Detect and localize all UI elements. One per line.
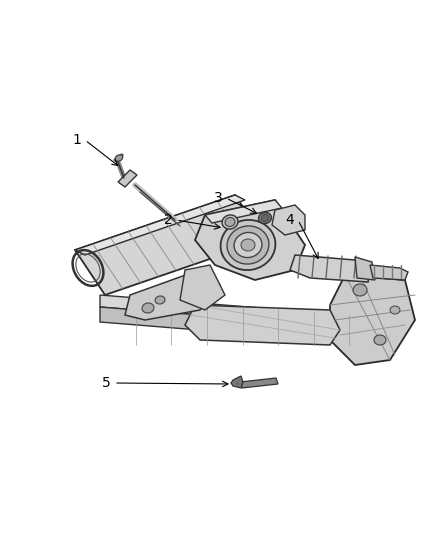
- Polygon shape: [205, 200, 282, 223]
- Polygon shape: [222, 225, 270, 260]
- Ellipse shape: [115, 155, 123, 161]
- Polygon shape: [240, 378, 278, 388]
- Ellipse shape: [353, 284, 367, 296]
- Polygon shape: [272, 205, 305, 235]
- Polygon shape: [75, 195, 265, 295]
- Text: 1: 1: [73, 133, 81, 147]
- Ellipse shape: [241, 239, 255, 251]
- Text: 4: 4: [286, 213, 294, 227]
- Ellipse shape: [155, 296, 165, 304]
- Text: 5: 5: [102, 376, 110, 390]
- Polygon shape: [100, 307, 385, 345]
- Polygon shape: [355, 257, 375, 280]
- Polygon shape: [340, 265, 405, 280]
- Ellipse shape: [258, 213, 272, 223]
- Polygon shape: [180, 265, 225, 310]
- Ellipse shape: [234, 232, 262, 257]
- Polygon shape: [290, 255, 370, 282]
- Text: 2: 2: [164, 213, 173, 227]
- Ellipse shape: [261, 214, 269, 222]
- Polygon shape: [195, 200, 305, 280]
- Polygon shape: [370, 265, 408, 280]
- Ellipse shape: [374, 335, 386, 345]
- Ellipse shape: [142, 303, 154, 313]
- Ellipse shape: [390, 306, 400, 314]
- Polygon shape: [185, 305, 340, 345]
- Text: 3: 3: [214, 191, 223, 205]
- Ellipse shape: [225, 217, 235, 227]
- Ellipse shape: [221, 220, 276, 270]
- Polygon shape: [330, 275, 415, 365]
- Ellipse shape: [227, 226, 269, 264]
- Polygon shape: [125, 268, 220, 320]
- Ellipse shape: [222, 215, 238, 229]
- Polygon shape: [75, 195, 245, 255]
- Polygon shape: [118, 170, 137, 187]
- Polygon shape: [100, 295, 385, 330]
- Polygon shape: [231, 376, 243, 388]
